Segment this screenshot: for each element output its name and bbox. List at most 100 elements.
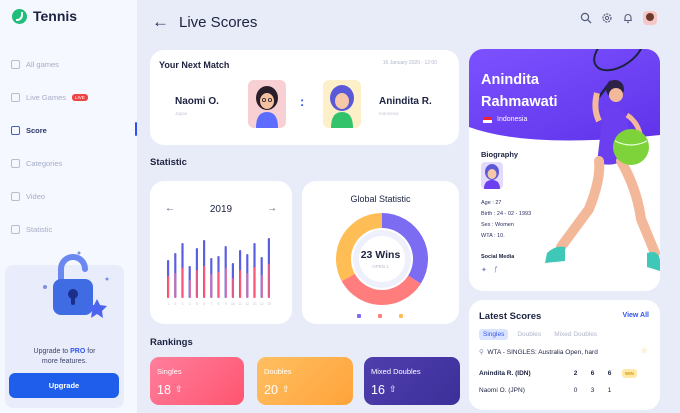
sidebar-item-statistic[interactable]: Statistic <box>11 213 137 246</box>
bar-tick-label: 3 <box>182 302 184 306</box>
bar-series-b <box>210 274 213 298</box>
bar-tick-label: 2 <box>174 302 176 306</box>
sidebar-item-live-games[interactable]: Live Games LIVE <box>11 81 137 114</box>
social-media-title: Social Media <box>481 254 515 260</box>
biography-title: Biography <box>481 150 519 159</box>
tennis-logo-icon <box>12 8 27 24</box>
video-icon <box>11 192 20 201</box>
search-icon[interactable] <box>580 12 592 24</box>
table-row[interactable]: Anindita R. (IDN) 2 6 6 WIN <box>479 369 649 378</box>
sidebar-item-all-games[interactable]: All games <box>11 48 137 81</box>
page-header: ← Live Scores <box>152 12 257 32</box>
page-title: Live Scores <box>179 13 258 31</box>
tab-mixed-doubles[interactable]: Mixed Doubles <box>554 331 598 338</box>
app-name: Tennis <box>33 8 78 24</box>
player1-avatar[interactable] <box>248 80 286 128</box>
user-icon: ⚲ <box>479 349 484 356</box>
bar-tick-label: 5 <box>196 302 198 306</box>
tab-singles[interactable]: Singles <box>479 329 509 340</box>
bar-series-b <box>268 264 270 298</box>
bar-series-b <box>174 273 177 298</box>
player1-portrait-icon <box>256 86 278 128</box>
legend-dot <box>399 314 403 318</box>
promo-text: Upgrade to PRO for more features. <box>33 348 96 365</box>
bar-series-b <box>203 266 205 298</box>
wins-sub: OPEN 1 <box>372 264 389 269</box>
bar-tick-label: 15 <box>267 302 271 306</box>
ranking-singles[interactable]: Singles 18 ⇧ <box>150 357 244 405</box>
sidebar-nav: All games Live Games LIVE Score Categorie… <box>11 48 137 246</box>
back-arrow-icon[interactable]: ← <box>152 12 169 31</box>
twitter-icon[interactable]: ✦ <box>481 267 487 274</box>
latest-scores-card: Latest Scores View All Singles Doubles M… <box>469 300 660 410</box>
next-match-title: Your Next Match <box>159 60 230 70</box>
player2-avatar[interactable] <box>323 80 361 128</box>
prev-year-arrow-icon[interactable]: ← <box>165 203 175 214</box>
indonesia-flag-icon <box>483 117 492 123</box>
upgrade-button[interactable]: Upgrade <box>9 373 119 398</box>
statistic-bar-chart: 1 2 3 4 5 6 7 8 9 10 11 12 13 14 15 <box>167 238 271 306</box>
statistic-card: ← 2019 → 1 2 3 4 5 6 7 8 9 10 11 12 13 14 15 <box>150 181 292 324</box>
view-all-link[interactable]: View All <box>622 312 649 319</box>
header-actions <box>580 11 657 25</box>
next-match-date: 16 January 2020 · 12:00 <box>382 60 437 66</box>
bar-tick-label: 11 <box>238 302 242 306</box>
sidebar-item-video[interactable]: Video <box>11 180 137 213</box>
tennis-player-illustration <box>545 49 660 271</box>
bar-series-b <box>225 268 227 298</box>
user-avatar[interactable] <box>643 11 657 25</box>
legend-dot <box>357 314 361 318</box>
table-row[interactable]: Naomi O. (JPN) 0 3 1 <box>479 387 612 394</box>
bar-tick-label: 9 <box>225 302 227 306</box>
scoreboard-icon <box>11 126 20 135</box>
star-icon[interactable]: ☆ <box>640 346 648 355</box>
globe-icon <box>11 60 20 69</box>
bar-series-b <box>181 268 184 298</box>
donut-slice <box>336 213 382 282</box>
chart-icon <box>11 225 20 234</box>
global-donut-chart <box>336 213 428 305</box>
versus-separator: : <box>300 94 305 109</box>
sidebar: Tennis All games Live Games LIVE Score Ca… <box>0 0 137 413</box>
app-logo[interactable]: Tennis <box>12 8 77 24</box>
broadcast-icon <box>11 93 20 102</box>
rank-up-icon: ⇧ <box>282 384 290 394</box>
sidebar-item-score[interactable]: Score <box>11 114 137 147</box>
match-event: ⚲ WTA - SINGLES: Australia Open, hard <box>479 349 598 356</box>
bar-series-b <box>189 280 191 298</box>
player-country: Indonesia <box>497 116 528 123</box>
next-year-arrow-icon[interactable]: → <box>267 203 277 214</box>
wins-count: 23 Wins <box>360 249 401 261</box>
player2-name[interactable]: Anindita R. <box>379 96 432 107</box>
bar-series-b <box>253 267 256 298</box>
bar-series-b <box>261 275 263 298</box>
gear-icon[interactable] <box>601 12 613 24</box>
player2-sub: Indonesia <box>379 111 399 116</box>
bar-series-b <box>246 273 249 298</box>
win-badge: WIN <box>622 369 637 378</box>
rank-up-icon: ⇧ <box>175 384 183 394</box>
bar-tick-label: 13 <box>253 302 257 306</box>
donut-slice <box>382 213 428 284</box>
ranking-mixed-doubles[interactable]: Mixed Doubles 16 ⇧ <box>364 357 460 405</box>
player1-sub: Japan <box>175 111 188 116</box>
legend-dot <box>378 314 382 318</box>
statistic-heading: Statistic <box>150 157 187 168</box>
rank-up-icon: ⇧ <box>389 384 397 394</box>
unlock-padlock-icon <box>43 251 109 318</box>
live-badge: LIVE <box>72 94 88 101</box>
player1-name[interactable]: Naomi O. <box>175 96 219 107</box>
facebook-icon[interactable]: ƒ <box>494 266 498 273</box>
player-name: Anindita Rahmawati <box>481 72 558 110</box>
sidebar-item-categories[interactable]: Categories <box>11 147 137 180</box>
tab-doubles[interactable]: Doubles <box>517 331 542 338</box>
upgrade-promo: Upgrade to PRO for more features. Upgrad… <box>5 251 124 408</box>
ranking-doubles[interactable]: Doubles 20 ⇧ <box>257 357 353 405</box>
donut-legend <box>357 314 403 318</box>
bar-series-b <box>167 276 169 298</box>
bell-icon[interactable] <box>622 12 634 24</box>
bio-age: Age : 27 <box>481 200 502 206</box>
bar-tick-label: 14 <box>260 302 264 306</box>
rankings-heading: Rankings <box>150 337 193 348</box>
global-stat-title: Global Statistic <box>350 194 411 204</box>
